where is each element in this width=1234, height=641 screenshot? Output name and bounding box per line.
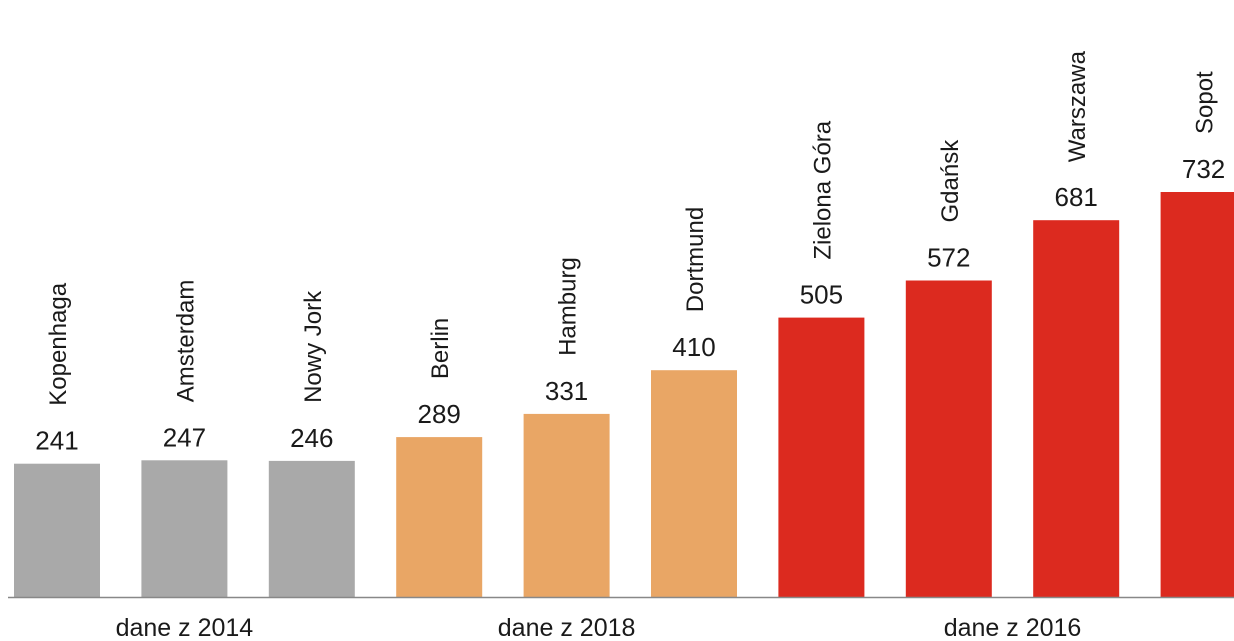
category-label: Nowy Jork	[300, 290, 327, 403]
group-label: dane z 2016	[944, 614, 1082, 641]
value-label: 246	[290, 423, 333, 453]
bar	[268, 460, 355, 597]
bar	[905, 280, 992, 597]
value-label: 247	[163, 422, 206, 452]
value-label: 331	[545, 376, 588, 406]
value-label: 572	[927, 243, 970, 273]
value-label: 241	[35, 426, 78, 456]
category-label: Hamburg	[555, 257, 582, 356]
value-label: 681	[1055, 182, 1098, 212]
category-label: Gdańsk	[937, 139, 964, 223]
bar	[651, 370, 737, 597]
bar	[523, 413, 610, 597]
bar	[1160, 192, 1234, 597]
group-label: dane z 2018	[498, 614, 636, 641]
value-label: 410	[672, 332, 715, 362]
category-label: Dortmund	[682, 207, 709, 312]
value-label: 505	[800, 280, 843, 310]
category-label: Sopot	[1192, 71, 1219, 134]
category-label: Amsterdam	[172, 280, 199, 403]
bar	[396, 437, 483, 597]
bar	[14, 463, 100, 597]
value-label: 732	[1182, 154, 1225, 184]
value-label: 289	[418, 399, 461, 429]
category-label: Warszawa	[1064, 50, 1091, 162]
group-label: dane z 2014	[116, 614, 254, 641]
bar	[141, 460, 228, 597]
category-label: Kopenhaga	[45, 282, 72, 405]
category-label: Berlin	[427, 318, 454, 379]
bar	[778, 317, 865, 597]
category-label: Zielona Góra	[809, 120, 836, 259]
bar	[1033, 220, 1120, 597]
